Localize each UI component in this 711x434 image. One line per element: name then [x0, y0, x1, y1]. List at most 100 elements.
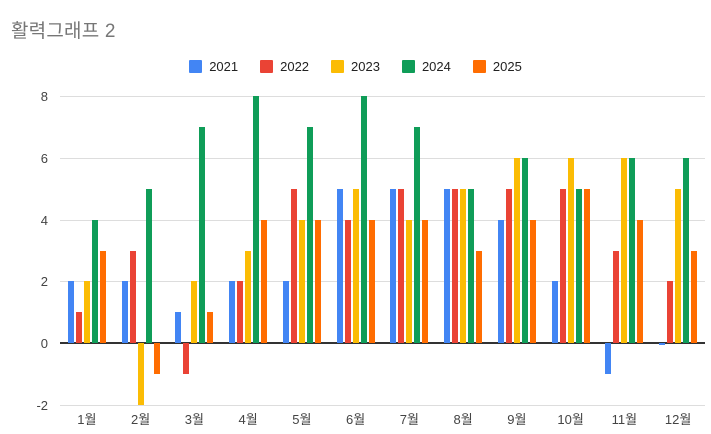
bar-2025-11월[interactable]: [637, 219, 644, 344]
legend-item-2023[interactable]: 2023: [331, 60, 380, 73]
bar-2021-10월[interactable]: [551, 281, 558, 344]
bar-2022-1월[interactable]: [75, 312, 82, 344]
y-tick-label-4: 4: [40, 212, 48, 228]
bar-2025-1월[interactable]: [99, 250, 106, 344]
bar-2022-11월[interactable]: [613, 250, 620, 344]
bar-2021-2월[interactable]: [121, 281, 128, 344]
gridline-8: [60, 96, 705, 97]
bar-group-12월: [651, 96, 705, 405]
bar-2025-9월[interactable]: [529, 219, 536, 344]
x-tick-label-1월: 1월: [77, 412, 97, 427]
bar-2025-4월[interactable]: [261, 219, 268, 344]
bar-2022-9월[interactable]: [505, 188, 512, 344]
bar-2022-10월[interactable]: [559, 188, 566, 344]
bar-2024-5월[interactable]: [306, 126, 313, 344]
bar-2021-4월[interactable]: [229, 281, 236, 344]
bar-2025-6월[interactable]: [368, 219, 375, 344]
bar-group-3월: [168, 96, 222, 405]
y-axis-labels: -2 0 2 4 6 8: [0, 90, 52, 412]
bar-2021-8월[interactable]: [444, 188, 451, 344]
zero-axis-line: [60, 342, 705, 345]
bar-2023-11월[interactable]: [621, 157, 628, 344]
bar-2023-2월[interactable]: [137, 343, 144, 405]
bar-2022-4월[interactable]: [237, 281, 244, 344]
gridline-2: [60, 281, 705, 283]
x-tick-label-12월: 12월: [664, 412, 692, 427]
legend-item-2025[interactable]: 2025: [472, 59, 522, 74]
bar-2023-6월[interactable]: [352, 188, 359, 344]
bar-2023-7월[interactable]: [406, 219, 413, 344]
x-tick-label-6월: 6월: [346, 412, 366, 427]
bar-group-1월: [60, 96, 114, 405]
legend-label-2024: 2024: [421, 59, 451, 74]
plot-area: [60, 96, 705, 406]
x-tick-label-10월: 10월: [557, 412, 584, 427]
bar-2022-5월[interactable]: [290, 188, 297, 344]
bar-2023-12월[interactable]: [675, 188, 682, 344]
y-tick-label-8: 8: [40, 89, 48, 104]
bar-2021-12월[interactable]: [659, 343, 666, 346]
bar-2024-10월[interactable]: [575, 188, 582, 344]
y-tick-label-2: 2: [40, 274, 48, 290]
bar-2022-12월[interactable]: [667, 281, 674, 344]
bar-2021-6월[interactable]: [336, 188, 343, 344]
legend-item-2022[interactable]: 2022: [260, 60, 309, 73]
legend-item-2021[interactable]: 2021: [189, 60, 238, 73]
bar-2024-7월[interactable]: [414, 126, 421, 344]
x-tick-label-4월: 4월: [238, 412, 258, 427]
bar-2025-3월[interactable]: [207, 312, 214, 344]
legend-swatch-2022: [260, 60, 274, 73]
gridline--2: [60, 405, 705, 406]
bar-2024-2월[interactable]: [145, 188, 152, 344]
bar-group-10월: [544, 96, 598, 405]
bar-2024-11월[interactable]: [629, 157, 636, 344]
bar-2022-6월[interactable]: [344, 219, 351, 344]
y-tick-label-6: 6: [40, 150, 48, 166]
bar-2021-11월[interactable]: [605, 343, 612, 375]
gridline-6: [60, 157, 705, 159]
legend-item-2024[interactable]: 2024: [401, 59, 451, 74]
bar-2024-6월[interactable]: [360, 96, 367, 344]
bar-2021-5월[interactable]: [282, 281, 289, 344]
bar-2021-7월[interactable]: [390, 188, 397, 344]
bar-group-5월: [275, 96, 329, 405]
legend-label-2022: 2022: [280, 59, 310, 74]
bar-2025-10월[interactable]: [583, 188, 590, 344]
bar-2024-3월[interactable]: [199, 126, 206, 344]
bar-2025-8월[interactable]: [476, 250, 483, 344]
bar-group-7월: [383, 96, 437, 405]
bar-2021-1월[interactable]: [67, 281, 74, 344]
bar-2023-3월[interactable]: [191, 281, 198, 344]
bar-2022-2월[interactable]: [129, 250, 136, 344]
x-axis-labels: 1월 2월 3월 4월 5월 6월 7월 8월 9월 10월 11월 12월: [60, 409, 705, 433]
legend-label-2021: 2021: [209, 59, 239, 74]
bar-2023-10월[interactable]: [567, 157, 574, 344]
bar-group-6월: [329, 96, 383, 405]
legend-swatch-2023: [331, 60, 345, 73]
bar-2024-9월[interactable]: [521, 157, 528, 344]
bar-2024-8월[interactable]: [468, 188, 475, 344]
legend-label-2025: 2025: [492, 59, 522, 74]
bar-2025-12월[interactable]: [691, 250, 698, 344]
bar-2024-12월[interactable]: [683, 157, 690, 344]
bar-group-11월: [598, 96, 652, 405]
bar-2023-9월[interactable]: [513, 157, 520, 344]
bar-2025-2월[interactable]: [153, 343, 160, 375]
bar-2021-3월[interactable]: [175, 312, 182, 344]
bar-2023-4월[interactable]: [245, 250, 252, 344]
bar-2023-8월[interactable]: [460, 188, 467, 344]
bar-2022-3월[interactable]: [183, 343, 190, 375]
bar-2024-4월[interactable]: [253, 96, 260, 344]
y-tick-label--2: -2: [36, 398, 48, 413]
bar-2022-8월[interactable]: [452, 188, 459, 344]
bar-2024-1월[interactable]: [91, 219, 98, 344]
bar-2025-7월[interactable]: [422, 219, 429, 344]
bar-2025-5월[interactable]: [314, 219, 321, 344]
bar-2023-1월[interactable]: [83, 281, 90, 344]
bar-2022-7월[interactable]: [398, 188, 405, 344]
x-tick-label-9월: 9월: [507, 412, 527, 427]
bar-2023-5월[interactable]: [298, 219, 305, 344]
bar-group-9월: [490, 96, 544, 405]
bar-2021-9월[interactable]: [497, 219, 504, 344]
